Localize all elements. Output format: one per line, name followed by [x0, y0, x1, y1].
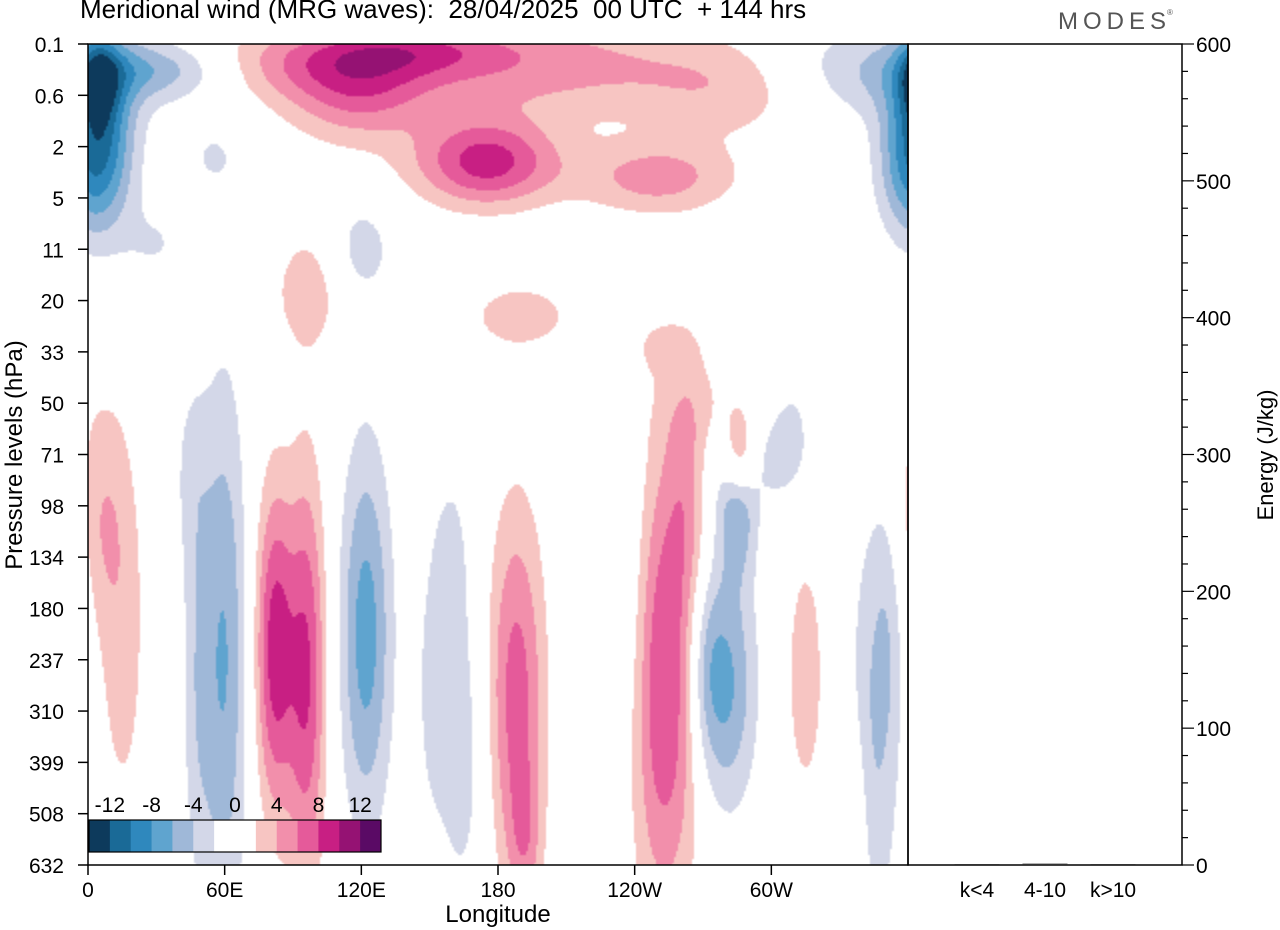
colorbar-swatch — [172, 820, 194, 852]
colorbar-swatch — [255, 820, 278, 852]
pressure-tick-label: 237 — [29, 650, 64, 673]
pressure-tick-label: 71 — [41, 445, 64, 468]
pressure-tick-label: 399 — [29, 752, 64, 775]
pressure-tick-label: 310 — [29, 701, 64, 724]
longitude-tick-label: 120W — [607, 879, 662, 902]
y-axis-label: Pressure levels (hPa) — [1, 340, 28, 569]
energy-axis-label: Energy (J/kg) — [1253, 390, 1278, 521]
wind-field-heatmap — [88, 44, 908, 865]
pressure-tick-label: 98 — [41, 496, 64, 519]
energy-tick-label: 300 — [1196, 445, 1231, 468]
energy-category-label: 4-10 — [1024, 879, 1066, 902]
colorbar-swatch — [89, 820, 111, 852]
energy-bar — [954, 864, 1000, 865]
pressure-tick-label: 11 — [42, 239, 64, 262]
pressure-tick-label: 5 — [52, 188, 64, 211]
energy-tick-label: 0 — [1196, 855, 1208, 878]
colorbar-swatch — [339, 820, 361, 852]
energy-axis: 0 100 200 300 400 500 600 — [1182, 34, 1231, 878]
colorbar-label: 12 — [348, 794, 371, 817]
longitude-tick-label: 120E — [337, 879, 386, 902]
colorbar-label: 0 — [229, 794, 241, 817]
colorbar-swatch — [193, 820, 215, 852]
pressure-tick-label: 2 — [52, 137, 64, 160]
energy-plot-frame — [907, 43, 1183, 866]
colorbar-swatch — [297, 820, 319, 852]
colorbar-swatch — [214, 820, 236, 852]
energy-tick-label: 100 — [1196, 718, 1231, 741]
energy-tick-label: 400 — [1196, 308, 1231, 331]
colorbar-swatch — [360, 820, 382, 852]
pressure-axis: 0.1 0.6 2 5 11 20 33 50 71 98 134 180 237 310 399 508 63… — [29, 34, 88, 878]
pressure-tick-label: 0.1 — [35, 34, 64, 57]
pressure-tick-label: 33 — [41, 342, 64, 365]
colorbar-label: 4 — [271, 794, 283, 817]
registered-mark: ® — [1167, 8, 1173, 17]
pressure-tick-label: 20 — [41, 291, 64, 314]
colorbar: -12 -8 -4 0 4 8 12 — [88, 794, 382, 853]
colorbar-frame — [88, 819, 382, 853]
colorbar-swatch — [318, 820, 340, 852]
pressure-tick-label: 180 — [29, 598, 64, 621]
modes-logo: MODES® — [1058, 8, 1173, 36]
colorbar-label: -4 — [184, 794, 203, 817]
logo-text: MODES — [1058, 8, 1172, 35]
longitude-tick-label: 60W — [750, 879, 793, 902]
longitude-axis: 0 60E 120E 180 120W 60W — [82, 865, 793, 902]
pressure-tick-label: 508 — [29, 804, 64, 827]
pressure-tick-label: 0.6 — [35, 85, 64, 108]
energy-bar — [1090, 864, 1136, 865]
colorbar-swatch — [151, 820, 173, 852]
longitude-tick-label: 0 — [82, 879, 94, 902]
longitude-tick-label: 60E — [206, 879, 243, 902]
energy-tick-label: 600 — [1196, 34, 1231, 57]
pressure-tick-label: 50 — [41, 393, 64, 416]
pressure-tick-label: 632 — [29, 855, 64, 878]
pressure-tick-label: 134 — [29, 547, 64, 570]
energy-category-label: k>10 — [1090, 879, 1136, 902]
colorbar-label: -12 — [95, 794, 125, 817]
chart-title: Meridional wind (MRG waves): 28/04/2025 … — [80, 0, 807, 24]
colorbar-label: 8 — [313, 794, 325, 817]
energy-tick-label: 500 — [1196, 171, 1231, 194]
longitude-tick-label: 180 — [480, 879, 515, 902]
energy-tick-label: 200 — [1196, 581, 1231, 604]
energy-bar — [1022, 863, 1068, 865]
colorbar-swatch — [109, 820, 132, 852]
colorbar-swatch — [235, 820, 257, 852]
colorbar-swatch — [130, 820, 152, 852]
colorbar-label: -8 — [142, 794, 161, 817]
x-axis-label: Longitude — [445, 901, 550, 928]
energy-category-label: k<4 — [960, 879, 995, 902]
colorbar-swatch — [276, 820, 298, 852]
energy-bars: k<4 4-10 k>10 — [954, 863, 1136, 902]
